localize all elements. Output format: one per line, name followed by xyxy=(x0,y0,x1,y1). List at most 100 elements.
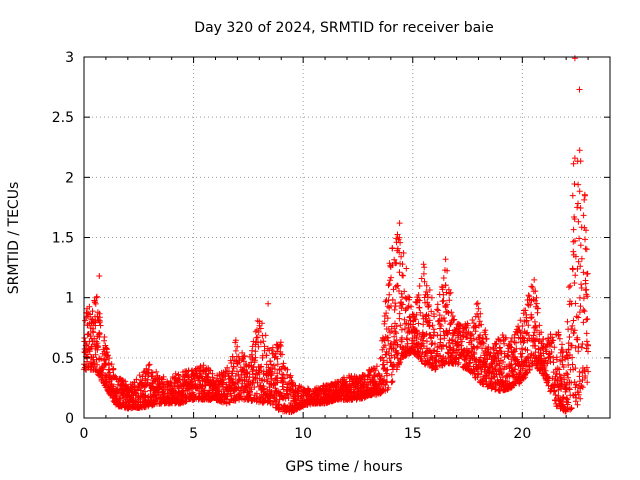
data-point xyxy=(440,342,447,348)
data-point xyxy=(572,272,579,279)
data-point xyxy=(384,372,390,379)
data-point xyxy=(584,270,591,277)
data-point xyxy=(576,188,583,195)
data-point xyxy=(423,282,430,289)
data-point xyxy=(578,285,585,291)
data-point xyxy=(252,348,259,355)
data-point xyxy=(568,342,575,349)
data-point xyxy=(441,315,447,321)
data-point xyxy=(569,192,576,199)
data-point xyxy=(455,361,461,368)
data-point xyxy=(414,344,421,351)
data-point xyxy=(554,370,560,377)
x-axis-label: GPS time / hours xyxy=(285,459,402,475)
data-point xyxy=(527,354,534,361)
data-point xyxy=(248,351,255,358)
data-point xyxy=(416,297,423,304)
data-point xyxy=(431,329,438,336)
data-point xyxy=(433,363,440,370)
data-point xyxy=(497,344,503,351)
data-point xyxy=(469,331,476,338)
data-point xyxy=(501,340,508,347)
data-point xyxy=(466,348,473,355)
data-point xyxy=(562,356,569,363)
data-point xyxy=(105,352,111,359)
data-point xyxy=(496,362,503,369)
data-point xyxy=(232,373,239,379)
data-point xyxy=(413,334,420,341)
data-point xyxy=(251,359,258,366)
data-point xyxy=(470,335,477,342)
data-point xyxy=(401,288,408,295)
data-point xyxy=(271,354,278,361)
data-point xyxy=(444,308,451,315)
data-point xyxy=(571,327,578,334)
data-point xyxy=(556,371,563,378)
data-points xyxy=(80,55,592,415)
y-tick-label: 1.5 xyxy=(52,231,74,247)
x-tick-label: 10 xyxy=(294,426,312,442)
data-point xyxy=(391,256,398,263)
data-point xyxy=(530,332,537,339)
data-point xyxy=(93,293,100,300)
data-point xyxy=(406,294,413,301)
data-point xyxy=(576,309,583,316)
data-point xyxy=(528,283,535,290)
data-point xyxy=(428,294,435,301)
data-point xyxy=(498,370,505,377)
data-point xyxy=(96,273,103,279)
data-point xyxy=(418,275,425,282)
data-point xyxy=(153,368,160,375)
data-point xyxy=(220,379,227,386)
data-point xyxy=(257,325,264,332)
data-point xyxy=(279,351,285,358)
data-point xyxy=(341,379,348,386)
data-point xyxy=(263,352,270,359)
data-point xyxy=(426,287,433,293)
data-point xyxy=(269,344,276,351)
data-point xyxy=(468,332,475,339)
data-point xyxy=(432,359,439,366)
data-point xyxy=(393,323,400,330)
data-point xyxy=(397,322,404,329)
data-point xyxy=(577,303,584,310)
data-point xyxy=(408,303,415,310)
data-point xyxy=(492,354,499,361)
data-point xyxy=(423,338,430,345)
data-point xyxy=(424,294,431,301)
data-point xyxy=(447,289,454,296)
data-point xyxy=(456,328,463,334)
data-point xyxy=(387,277,393,284)
data-point xyxy=(580,307,587,313)
data-point xyxy=(563,395,570,402)
data-point xyxy=(400,272,407,279)
data-point xyxy=(527,301,534,308)
data-point xyxy=(581,196,588,203)
data-point xyxy=(574,265,581,272)
data-point xyxy=(583,338,590,345)
data-point xyxy=(87,311,93,318)
data-point xyxy=(547,358,554,365)
data-point xyxy=(393,330,400,337)
data-point xyxy=(563,370,570,377)
data-point xyxy=(384,315,391,322)
data-point xyxy=(392,328,399,335)
data-point xyxy=(102,361,108,368)
y-tick-label: 2 xyxy=(65,170,74,186)
data-point xyxy=(272,366,278,373)
data-point xyxy=(396,310,403,317)
data-point xyxy=(578,281,585,288)
data-point xyxy=(449,336,456,343)
data-point xyxy=(475,305,482,312)
chart-title: Day 320 of 2024, SRMTID for receiver bai… xyxy=(194,20,493,36)
data-point xyxy=(477,354,484,361)
data-point xyxy=(90,329,97,336)
data-point xyxy=(411,350,418,357)
data-point xyxy=(92,351,99,358)
data-point xyxy=(502,336,509,343)
data-point xyxy=(94,361,101,368)
data-point xyxy=(87,333,94,339)
data-point xyxy=(138,387,145,394)
data-point xyxy=(577,158,584,165)
data-point xyxy=(399,301,406,308)
